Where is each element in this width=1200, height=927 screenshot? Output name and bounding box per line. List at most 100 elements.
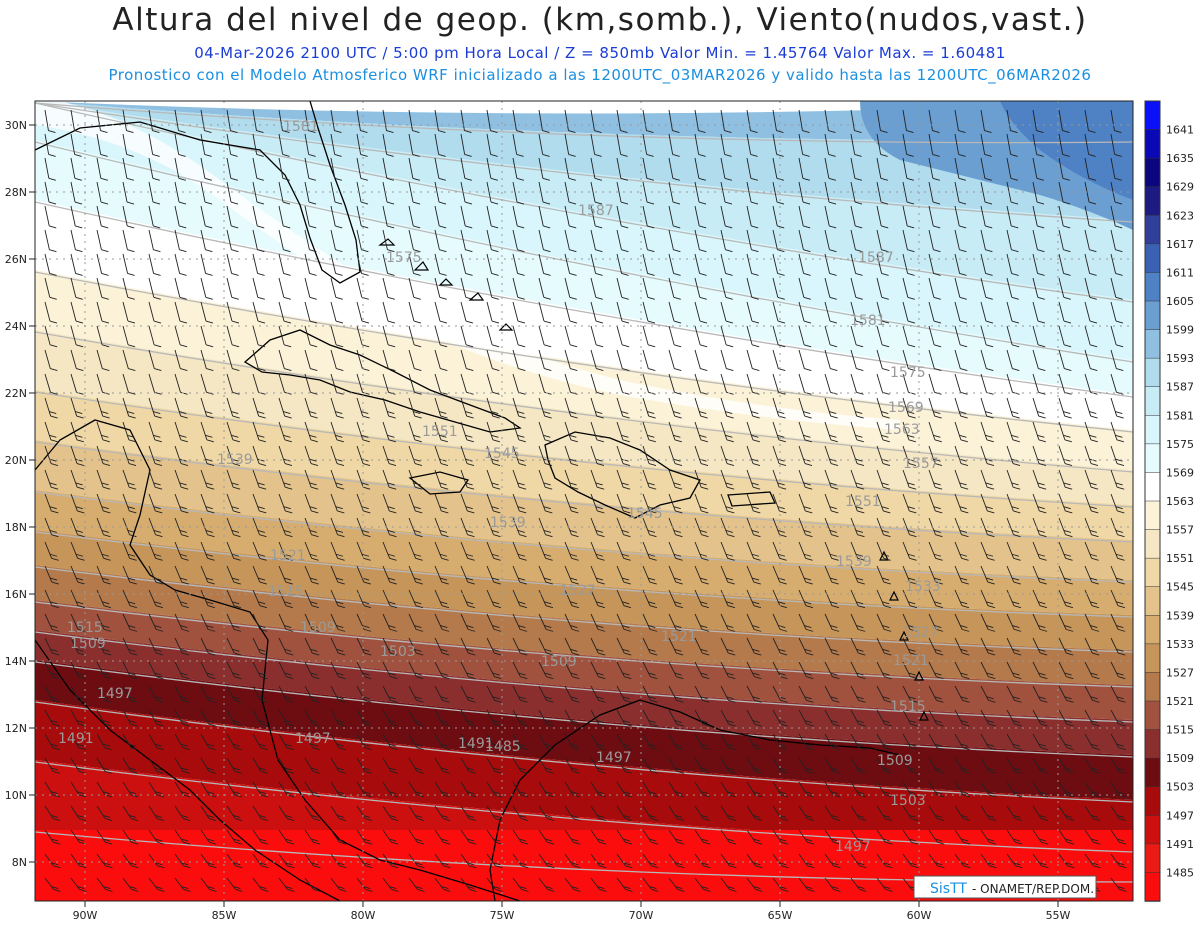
lon-tick-label: 55W	[1046, 909, 1071, 922]
wind-barb	[538, 541, 553, 561]
contour-label: 1557	[903, 456, 939, 472]
wind-barb	[252, 733, 268, 751]
wind-barb	[44, 685, 60, 703]
wind-barb	[44, 445, 59, 466]
wind-barb	[408, 493, 423, 514]
wind-barb	[174, 613, 190, 632]
wind-barb	[668, 109, 680, 134]
wind-barb	[70, 685, 86, 703]
wind-barb	[278, 661, 294, 680]
wind-barb	[330, 781, 347, 798]
wind-barb	[564, 205, 577, 229]
wind-barb	[70, 253, 83, 276]
wind-barb	[434, 109, 446, 134]
wind-barb	[668, 445, 683, 466]
wind-barb	[122, 709, 138, 727]
wind-barb	[200, 757, 217, 774]
wind-barb	[252, 397, 266, 419]
wind-barb	[460, 445, 475, 466]
wind-barb	[70, 805, 87, 821]
wind-barb	[460, 493, 475, 514]
wind-barb	[642, 613, 658, 632]
wind-barb	[70, 325, 84, 348]
wind-barb	[356, 853, 373, 869]
wind-barb	[148, 517, 163, 538]
wind-barb	[668, 589, 684, 609]
wind-barb	[304, 781, 321, 798]
wind-barb	[434, 133, 446, 157]
wind-barb	[356, 661, 372, 680]
wind-barb	[616, 349, 630, 371]
wind-barb	[460, 421, 474, 443]
wind-barb	[122, 109, 134, 134]
wind-barb	[330, 805, 347, 821]
wind-barb	[590, 853, 607, 869]
wind-barb	[44, 229, 57, 253]
wind-barb	[226, 421, 240, 443]
wind-barb	[70, 229, 83, 253]
wind-barb	[226, 709, 242, 727]
wind-barb	[44, 613, 60, 632]
wind-barb	[96, 253, 109, 276]
wind-barb	[408, 349, 422, 371]
wind-barb	[486, 421, 500, 443]
wind-barb	[408, 229, 421, 253]
wind-barb	[642, 805, 659, 821]
wind-barb	[252, 229, 265, 253]
wind-barb	[200, 709, 216, 727]
wind-barb	[122, 517, 137, 538]
wind-barb	[538, 829, 555, 845]
wind-barb	[44, 397, 58, 419]
wind-barb	[148, 565, 163, 585]
wind-barb	[330, 349, 344, 371]
wind-barb	[460, 229, 473, 253]
wind-barb	[486, 493, 501, 514]
wind-barb	[486, 853, 503, 869]
wind-barb	[408, 877, 425, 892]
wind-barb	[434, 349, 448, 371]
wind-barb	[486, 709, 502, 727]
wind-barb	[642, 109, 654, 134]
wind-barb	[226, 373, 240, 395]
contour-label: 1581	[850, 313, 886, 329]
wind-barb	[356, 757, 373, 774]
wind-barb	[122, 565, 137, 585]
wind-barb	[278, 541, 293, 561]
contour-label: 1539	[490, 515, 526, 531]
wind-barb	[538, 661, 554, 680]
lon-tick-label: 75W	[490, 909, 515, 922]
wind-barb	[460, 205, 473, 229]
wind-barb	[382, 133, 394, 157]
wind-barb	[304, 301, 318, 324]
colorbar-label: 1515	[1166, 724, 1194, 737]
wind-barb	[408, 157, 420, 181]
wind-barb	[642, 661, 658, 680]
wind-barb	[616, 493, 631, 514]
wind-barb	[70, 757, 87, 774]
wind-barb	[512, 781, 529, 798]
wind-barb	[148, 829, 165, 845]
wind-barb	[382, 469, 397, 490]
wind-barb	[382, 493, 397, 514]
colorbar-label: 1503	[1166, 781, 1194, 794]
wind-barb	[642, 133, 654, 157]
wind-barb	[564, 397, 578, 419]
colorbar-swatch	[1144, 557, 1161, 588]
wind-barb	[486, 805, 503, 821]
wind-barb	[70, 661, 86, 680]
wind-barb	[616, 853, 633, 869]
colorbar-label: 1533	[1166, 638, 1194, 651]
contour-label: 1587	[858, 250, 894, 266]
wind-barb	[590, 301, 604, 324]
wind-barb	[434, 637, 450, 656]
wind-barb	[486, 685, 502, 703]
wind-barb	[590, 493, 605, 514]
wind-barb	[330, 637, 346, 656]
wind-barb	[616, 133, 628, 157]
wind-barb	[668, 373, 682, 395]
wind-barb	[512, 469, 527, 490]
wind-barb	[486, 661, 502, 680]
florida-coast	[35, 101, 361, 284]
wind-barb	[642, 709, 658, 727]
wind-barb	[70, 205, 83, 229]
